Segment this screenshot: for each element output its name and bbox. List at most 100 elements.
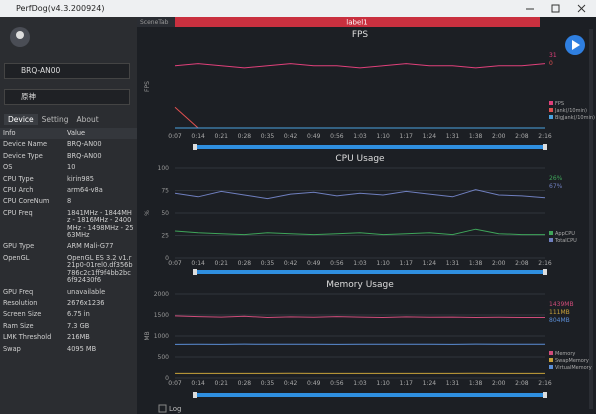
legend-swatch xyxy=(549,115,553,119)
slider-handle[interactable] xyxy=(543,144,547,150)
slider-handle[interactable] xyxy=(193,269,197,275)
table-row: OpenGL OpenGL ES 3.2 v1.r21p0-01rel0.df35… xyxy=(0,253,137,287)
table-row: LMK Threshold 216MB xyxy=(0,332,137,343)
legend-entry: SwapMemory xyxy=(555,358,589,364)
cell: unavailable xyxy=(67,287,106,296)
x-tick-label: 1:03 xyxy=(353,380,367,387)
x-tick-label: 1:03 xyxy=(353,260,367,267)
x-tick-label: 1:31 xyxy=(446,380,460,387)
legend-entry: BigJank(/10min) xyxy=(555,115,595,121)
x-tick-label: 1:17 xyxy=(400,260,414,267)
time-slider[interactable] xyxy=(195,270,545,274)
cell: 8 xyxy=(67,197,72,206)
main-panel: SceneTab label1 Log FPS FPS 0:07 0:14 0:21 0:28 0… xyxy=(137,17,596,414)
x-tick-label: 1:10 xyxy=(376,133,390,140)
x-tick-label: 2:08 xyxy=(515,380,529,387)
x-tick-label: 2:00 xyxy=(492,133,506,140)
x-tick-label: 1:24 xyxy=(423,260,437,267)
app-select[interactable]: 原神 xyxy=(4,89,130,105)
window-title: PerfDog(v4.3.200924) xyxy=(16,4,105,13)
table-row: CPU Type kirin985 xyxy=(0,174,137,185)
legend-swatch xyxy=(549,365,553,369)
tabs: Device Setting About xyxy=(4,114,134,126)
table-row: GPU Freq unavailable xyxy=(0,287,137,298)
cell: GPU Freq xyxy=(3,287,34,296)
x-tick-label: 0:35 xyxy=(261,380,275,387)
cell: Swap xyxy=(3,344,21,353)
cell: 7.3 GB xyxy=(67,321,90,330)
scene-tab-bg xyxy=(137,17,175,27)
tab[interactable]: Device xyxy=(4,114,38,125)
cell: 1841MHz - 1844MHz - 1816MHz - 2400MHz - … xyxy=(67,208,134,240)
time-slider[interactable] xyxy=(195,145,545,149)
cell: CPU Type xyxy=(3,174,34,183)
x-tick-label: 1:17 xyxy=(400,380,414,387)
x-tick-label: 0:35 xyxy=(261,133,275,140)
device-select[interactable]: BRQ-AN00 xyxy=(4,63,130,79)
title-bar: PerfDog(v4.3.200924) xyxy=(0,0,596,17)
x-tick-label: 1:31 xyxy=(446,260,460,267)
x-tick-label: 1:31 xyxy=(446,133,460,140)
table-row: CPU CoreNum 8 xyxy=(0,196,137,207)
x-tick-label: 2:16 xyxy=(538,380,552,387)
x-tick-label: 2:08 xyxy=(515,260,529,267)
y-tick-label: 0 xyxy=(165,255,169,262)
chart-title: FPS xyxy=(352,30,369,40)
current-value: 111MB xyxy=(549,309,570,316)
sidebar: BRQ-AN00 原神 Device Setting About Info Value… xyxy=(0,17,137,414)
x-tick-label: 0:49 xyxy=(307,133,321,140)
x-tick-label: 2:00 xyxy=(492,380,506,387)
legend-entry: FPS xyxy=(555,101,564,107)
current-value: 1439MB xyxy=(549,301,574,308)
cell: kirin985 xyxy=(67,174,94,183)
scene-tab: SceneTab xyxy=(140,19,169,26)
x-tick-label: 1:24 xyxy=(423,133,437,140)
cell: ARM Mali-G77 xyxy=(67,242,114,251)
scrollbar xyxy=(589,29,593,409)
log-checkbox[interactable] xyxy=(158,404,167,413)
x-tick-label: 0:49 xyxy=(307,260,321,267)
cell: OpenGL ES 3.2 v1.r21p0-01rel0.df356b786c… xyxy=(67,253,133,285)
table-row: OS 10 xyxy=(0,162,137,173)
slider-handle[interactable] xyxy=(543,269,547,275)
slider-handle[interactable] xyxy=(193,144,197,150)
tab[interactable]: About xyxy=(76,115,99,124)
window-controls[interactable] xyxy=(516,0,596,17)
play-icon xyxy=(572,40,580,50)
legend-entry: TotalCPU xyxy=(554,238,577,244)
current-value: 67% xyxy=(549,183,563,190)
time-slider[interactable] xyxy=(195,393,545,397)
current-value: 0 xyxy=(549,60,553,67)
legend-swatch xyxy=(549,351,553,355)
series-line xyxy=(174,63,546,69)
series-line xyxy=(174,315,546,319)
x-tick-label: 1:10 xyxy=(376,380,390,387)
slider-handle[interactable] xyxy=(543,392,547,398)
table-row: Screen Size 6.75 in xyxy=(0,309,137,320)
log-label: Log xyxy=(169,405,182,413)
series-line xyxy=(174,189,546,200)
y-tick-label: 75 xyxy=(161,188,169,195)
header-cell: Value xyxy=(64,128,137,140)
x-tick-label: 2:00 xyxy=(492,260,506,267)
scene-label: label1 xyxy=(346,19,367,27)
legend-entry: AppCPU xyxy=(555,231,575,237)
x-tick-label: 1:10 xyxy=(376,260,390,267)
cell: LMK Threshold xyxy=(3,333,52,342)
x-tick-label: 1:38 xyxy=(469,380,483,387)
x-tick-label: 0:42 xyxy=(284,260,298,267)
current-value: 26% xyxy=(549,175,563,182)
cell: Ram Size xyxy=(3,321,34,330)
x-tick-label: 2:16 xyxy=(538,133,552,140)
cell: CPU Freq xyxy=(3,208,33,217)
x-tick-label: 0:28 xyxy=(238,260,252,267)
current-value: 804MB xyxy=(549,317,570,324)
avatar[interactable] xyxy=(8,25,32,49)
slider-handle[interactable] xyxy=(193,392,197,398)
x-tick-label: 0:56 xyxy=(330,133,344,140)
chart-title: CPU Usage xyxy=(335,154,385,164)
tab[interactable]: Setting xyxy=(41,115,69,124)
cell: 6.75 in xyxy=(67,310,90,319)
table-row: Swap 4095 MB xyxy=(0,344,137,355)
